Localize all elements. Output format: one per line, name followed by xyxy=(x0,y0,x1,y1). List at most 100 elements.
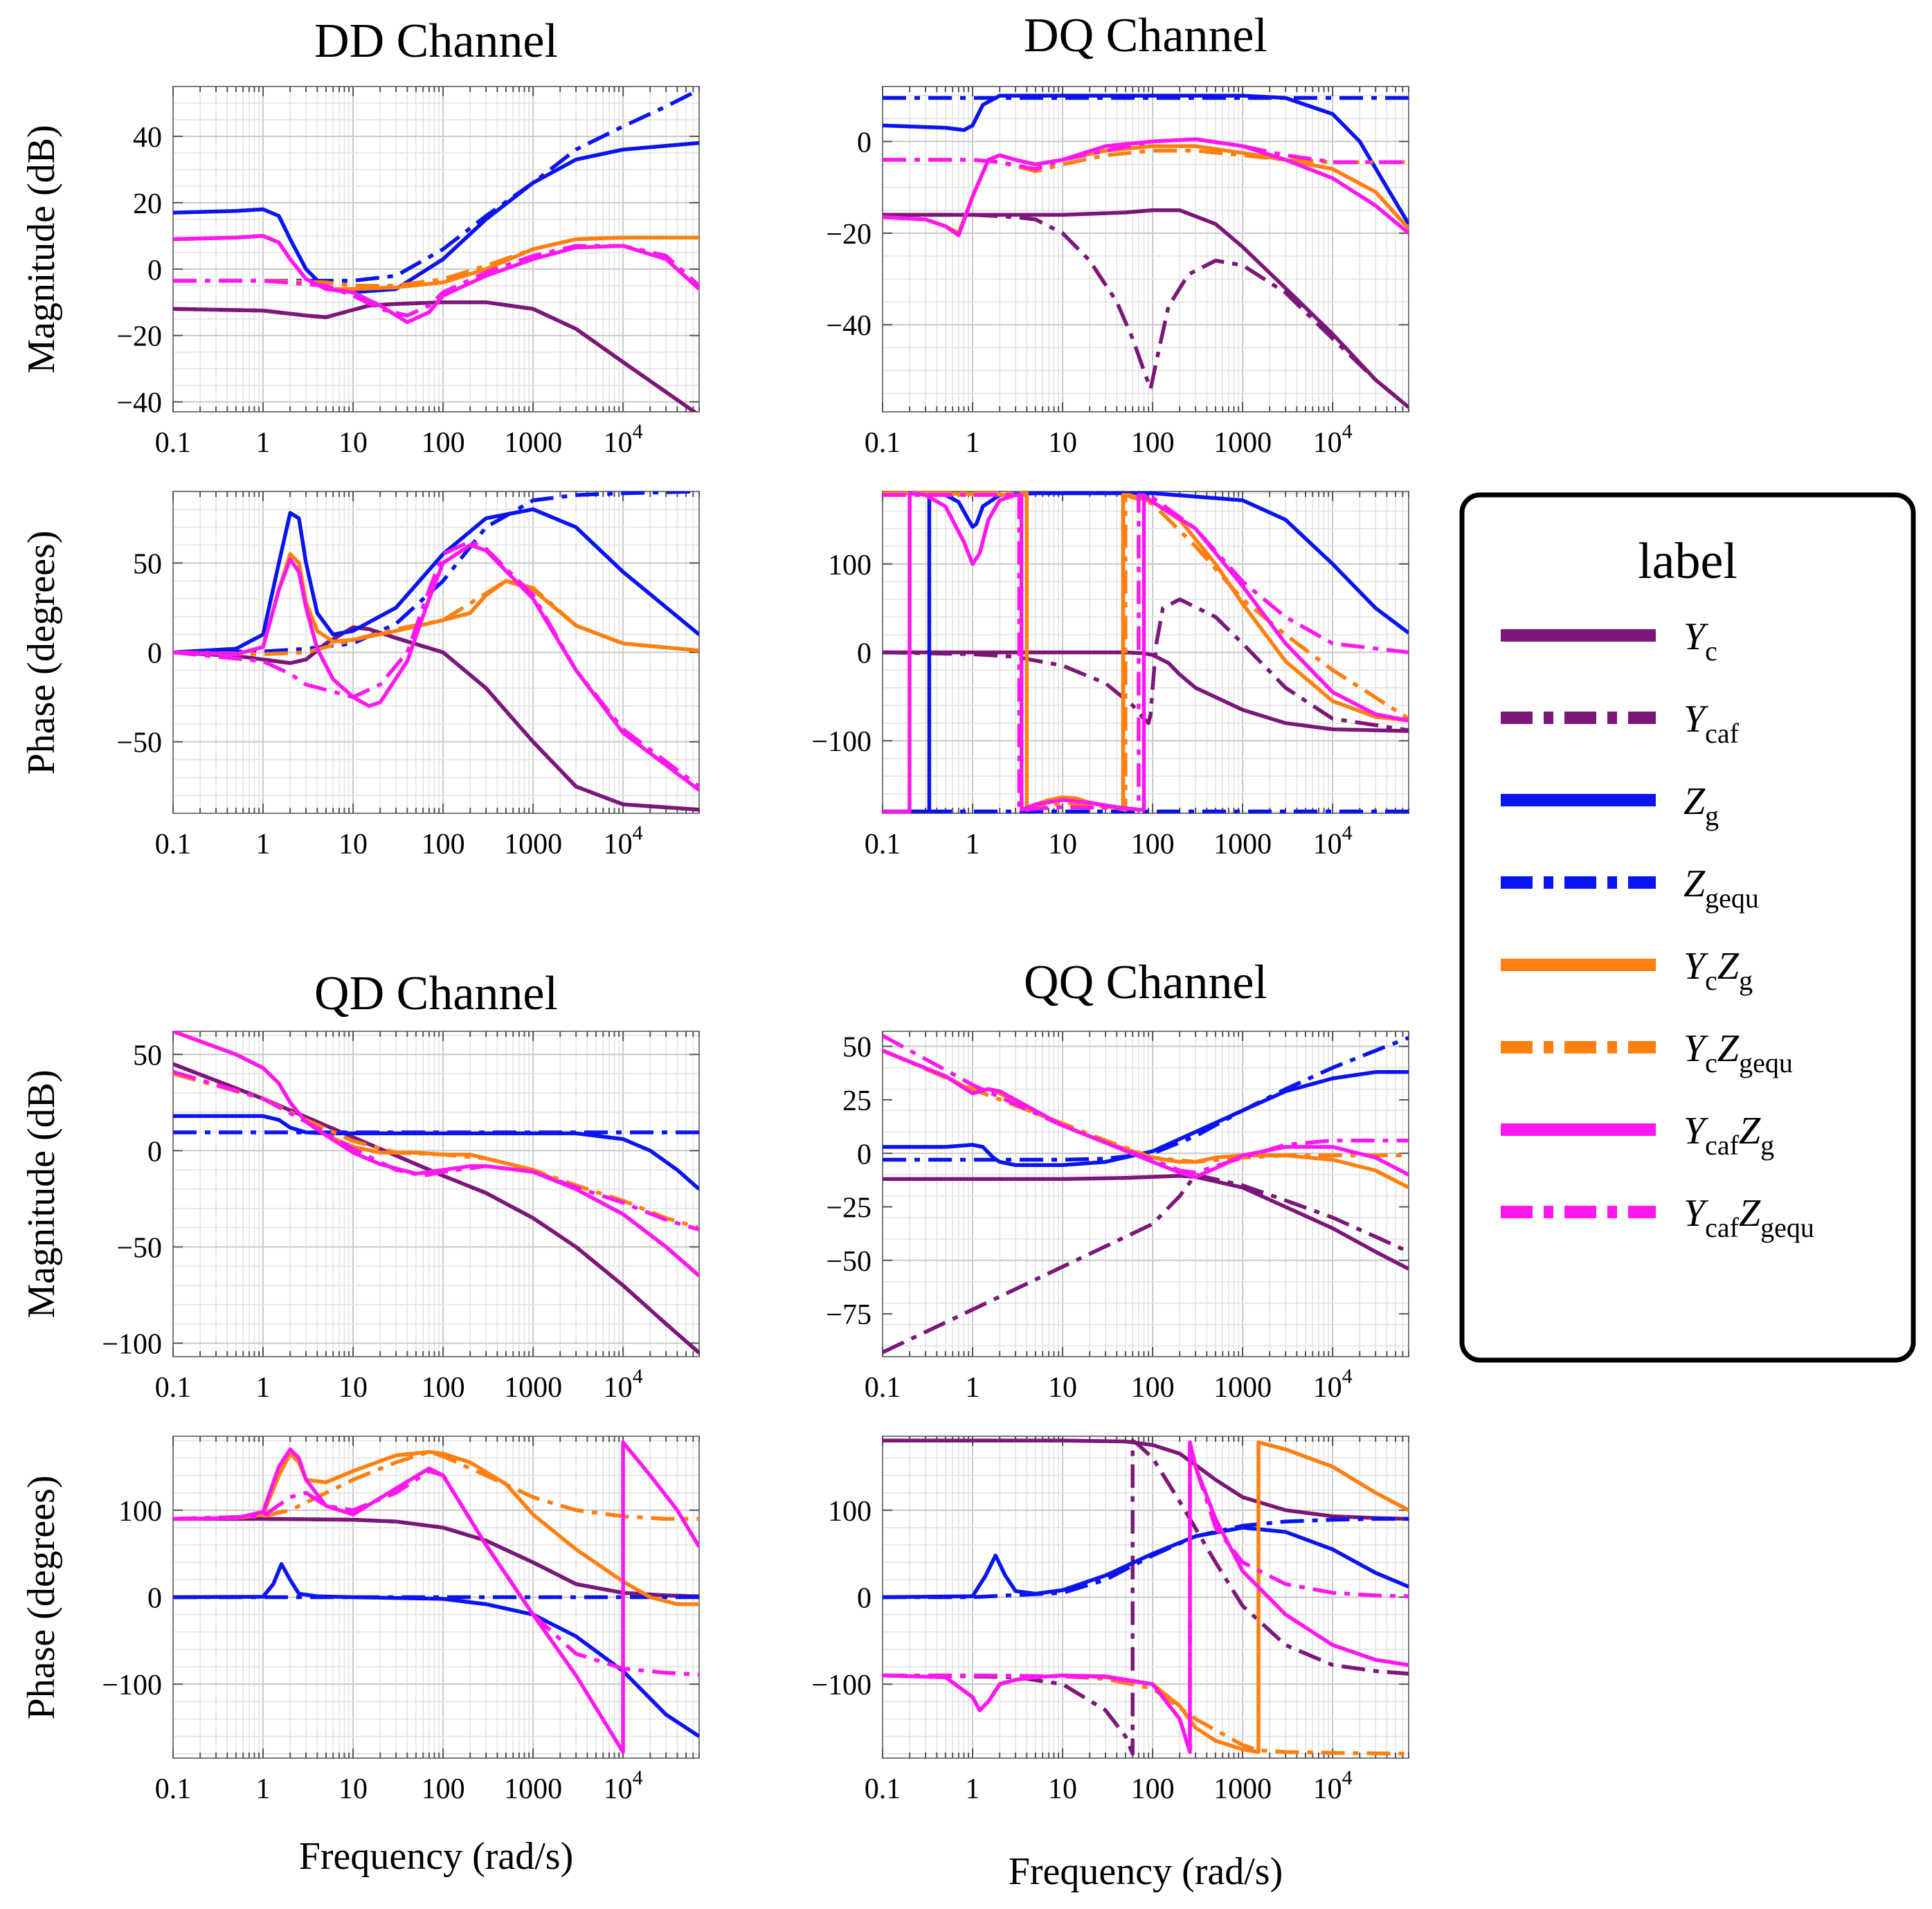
series-line-Zg xyxy=(173,507,699,655)
series-line-Ycaf xyxy=(883,1438,1409,1756)
grid xyxy=(882,87,1409,412)
series-line-Zgequ xyxy=(883,1517,1409,1600)
x-tick-label: 1000 xyxy=(504,427,562,459)
x-tick-label: 100 xyxy=(1131,1372,1175,1404)
plot-frame xyxy=(172,86,700,413)
y-tick-label: −25 xyxy=(826,1193,872,1224)
x-tick-label: 1000 xyxy=(1213,427,1272,459)
x-tick-label: 104 xyxy=(604,1365,643,1404)
legend-label-YcafZgequ: YcafZgequ xyxy=(1683,1192,1814,1243)
y-tick-label: −100 xyxy=(811,726,872,758)
series-line-Yc xyxy=(883,1173,1409,1271)
x-tick-label: 10 xyxy=(338,1372,368,1404)
magnitude-axis-label: Magnitude (dB) xyxy=(20,125,63,373)
series-line-YcZgequ xyxy=(173,1071,699,1230)
series-line-YcafZg xyxy=(883,491,1409,813)
legend-label-YcZgequ: YcZgequ xyxy=(1683,1027,1793,1078)
series-line-YcafZg xyxy=(173,543,699,792)
x-tick-label: 1 xyxy=(966,427,980,459)
series-line-Ycaf xyxy=(173,1517,699,1598)
channel-title: DQ Channel xyxy=(1024,9,1267,62)
y-tick-label: 0 xyxy=(857,638,872,670)
x-tick-label: 10 xyxy=(1048,427,1077,459)
series-line-YcZgequ xyxy=(173,579,699,656)
y-tick-label: 0 xyxy=(857,127,872,159)
series-line-Ycaf xyxy=(883,597,1409,732)
series-line-Zg xyxy=(883,1526,1409,1600)
y-tick-label: 0 xyxy=(857,1583,872,1615)
x-tick-label: 1000 xyxy=(504,1372,562,1404)
x-tick-label: 1 xyxy=(256,1773,271,1805)
x-tick-label: 1 xyxy=(256,427,271,459)
series-line-Ycaf xyxy=(173,1062,699,1355)
grid xyxy=(882,1436,1409,1758)
x-tick-label: 1 xyxy=(966,1372,980,1404)
series-line-Yc xyxy=(883,650,1409,733)
series-line-YcafZg xyxy=(883,137,1409,237)
series-line-YcafZgequ xyxy=(173,539,699,788)
x-tick-label: 10 xyxy=(338,1773,368,1805)
y-tick-label: 25 xyxy=(842,1085,872,1117)
y-tick-label: −20 xyxy=(116,321,162,353)
y-tick-label: 100 xyxy=(828,1496,872,1528)
x-tick-label: 1000 xyxy=(504,1773,562,1805)
series-group xyxy=(883,1033,1409,1355)
y-tick-label: 0 xyxy=(857,1139,872,1170)
x-tick-label: 1 xyxy=(966,829,980,860)
y-tick-label: 50 xyxy=(133,548,162,580)
panel-dq-channel-magnitude: −40 −20 0 0.1 1 10 100 1000 104 xyxy=(826,86,1409,459)
series-group xyxy=(883,1438,1409,1756)
series-group xyxy=(883,93,1409,409)
series-line-Zg xyxy=(173,141,699,295)
grid xyxy=(172,1031,700,1357)
y-tick-label: 0 xyxy=(147,1136,162,1168)
x-tick-label: 0.1 xyxy=(865,1773,901,1805)
series-line-YcZgequ xyxy=(173,235,699,288)
series-line-YcZg xyxy=(173,1449,699,1607)
x-tick-label: 1000 xyxy=(1213,1773,1272,1805)
series-line-Zgequ xyxy=(173,491,699,655)
series-group xyxy=(883,491,1409,813)
series-line-YcafZgequ xyxy=(173,244,699,318)
legend-title: label xyxy=(1638,533,1737,590)
series-line-Zgequ xyxy=(883,1035,1409,1162)
series-line-YcafZg xyxy=(883,1440,1409,1754)
series-line-Yc xyxy=(883,208,1409,409)
y-tick-label: 100 xyxy=(828,550,872,581)
x-tick-label: 104 xyxy=(1313,1365,1353,1404)
series-group xyxy=(173,1031,699,1355)
y-tick-label: −75 xyxy=(826,1299,872,1331)
phase-axis-label: Phase (degrees) xyxy=(20,1476,63,1720)
panel-dq-channel-phase: −100 0 100 0.1 1 10 100 1000 104 xyxy=(811,491,1409,860)
x-tick-label: 10 xyxy=(1048,829,1077,860)
y-tick-label: 0 xyxy=(147,255,162,287)
legend-label-Ycaf: Ycaf xyxy=(1683,698,1740,749)
series-line-Yc xyxy=(173,1517,699,1598)
plot-frame xyxy=(882,86,1409,413)
y-tick-label: −50 xyxy=(116,727,162,759)
y-tick-label: 100 xyxy=(118,1496,162,1528)
channel-title: QQ Channel xyxy=(1024,956,1267,1009)
x-tick-label: 104 xyxy=(1313,1766,1353,1805)
x-tick-label: 100 xyxy=(1131,829,1175,860)
grid xyxy=(172,491,700,814)
panel-qq-channel-phase: −100 0 100 0.1 1 10 100 1000 104 xyxy=(811,1436,1409,1805)
x-tick-label: 10 xyxy=(1048,1773,1077,1805)
series-group xyxy=(173,88,699,412)
series-line-Ycaf xyxy=(173,625,699,812)
y-tick-label: −40 xyxy=(826,310,872,342)
x-tick-label: 0.1 xyxy=(865,427,901,459)
channel-title: QD Channel xyxy=(314,967,558,1020)
series-line-YcZgequ xyxy=(883,1049,1409,1164)
channel-title: DD Channel xyxy=(314,15,558,68)
series-line-YcZgequ xyxy=(173,1449,699,1521)
x-tick-label: 100 xyxy=(422,1372,465,1404)
series-group xyxy=(173,1440,699,1754)
x-tick-label: 100 xyxy=(422,427,465,459)
series-line-Zg xyxy=(173,1114,699,1191)
series-line-Zg xyxy=(883,1070,1409,1168)
series-group xyxy=(173,491,699,812)
channel-titles: DD Channel DQ Channel QD Channel QQ Channel xyxy=(314,9,1267,1020)
